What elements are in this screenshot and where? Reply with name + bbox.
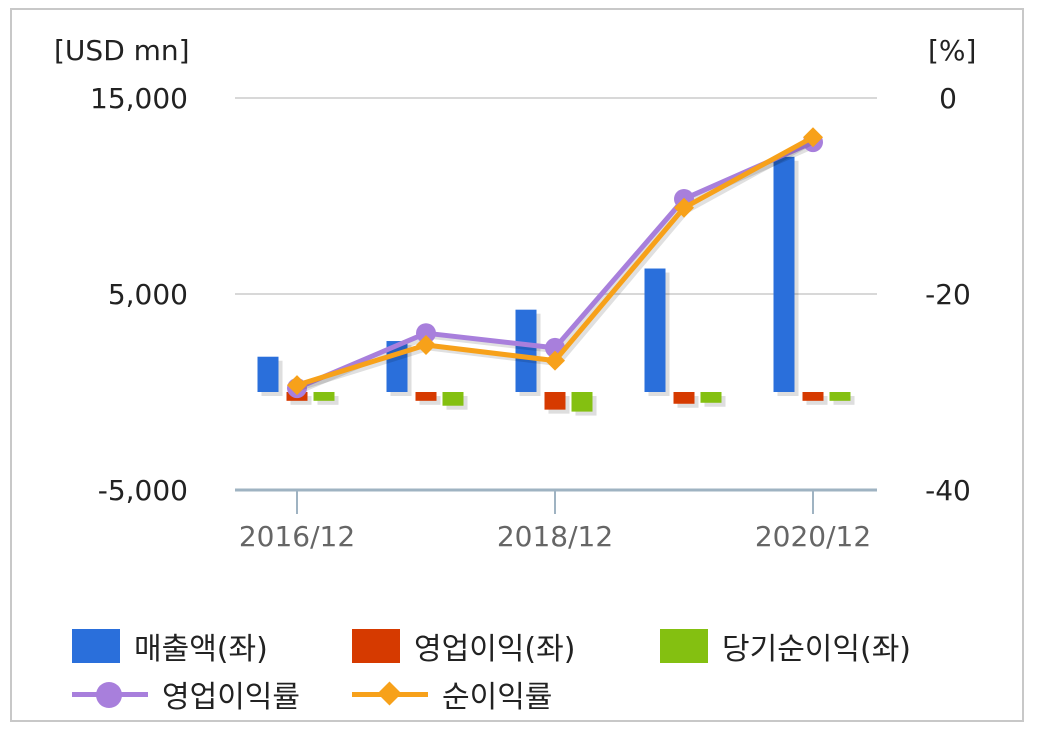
legend-swatch-operating-income — [352, 629, 400, 663]
x-tick-label: 2016/12 — [239, 520, 355, 553]
grid-lines — [235, 97, 877, 514]
left-tick-label: 5,000 — [108, 278, 188, 311]
point-1-1 — [416, 334, 436, 355]
axis-labels: [USD mn] [%] 15,000 5,000 -5,000 0 -20 -40 201… — [54, 34, 976, 553]
bar-0-2 — [515, 309, 537, 392]
bar-1-1 — [415, 392, 437, 401]
bar-2-1 — [442, 392, 464, 406]
bar-1-3 — [673, 392, 695, 404]
lines — [287, 127, 823, 399]
legend-swatch-net-margin — [352, 677, 428, 711]
legend-label-operating-margin: 영업이익률 — [162, 680, 300, 715]
bar-1-2 — [544, 392, 566, 410]
bar-2-0 — [313, 392, 335, 401]
legend-label-operating-income: 영업이익(좌) — [414, 632, 576, 667]
bar-2-3 — [700, 392, 722, 403]
right-tick-label: -40 — [925, 474, 971, 507]
legend-item-net-income: 당기순이익(좌) — [660, 624, 911, 668]
legend-item-operating-margin: 영업이익률 — [72, 672, 352, 716]
legend-label-net-margin: 순이익률 — [442, 680, 553, 715]
legend-row-bars: 매출액(좌) 영업이익(좌) 당기순이익(좌) — [72, 622, 1002, 670]
legend-swatch-operating-margin — [72, 677, 148, 711]
legend-swatch-revenue — [72, 629, 120, 663]
legend-label-revenue: 매출액(좌) — [134, 632, 268, 667]
bar-2-4 — [829, 392, 851, 401]
point-0-1 — [416, 323, 436, 344]
legend-swatch-net-income — [660, 629, 708, 663]
right-axis-unit: [%] — [928, 34, 976, 67]
legend-item-operating-income: 영업이익(좌) — [352, 624, 660, 668]
left-tick-label: -5,000 — [98, 474, 188, 507]
bar-0-4 — [773, 156, 795, 392]
right-tick-label: -20 — [925, 278, 971, 311]
legend-row-lines: 영업이익률 순이익률 — [72, 670, 1002, 718]
x-tick-label: 2018/12 — [497, 520, 613, 553]
left-tick-label: 15,000 — [90, 82, 188, 115]
left-axis-unit: [USD mn] — [54, 34, 190, 67]
chart: [USD mn] [%] 15,000 5,000 -5,000 0 -20 -40 201… — [54, 34, 976, 553]
point-1-3 — [674, 197, 694, 218]
legend-item-revenue: 매출액(좌) — [72, 624, 352, 668]
bars — [257, 156, 855, 416]
point-1-2 — [545, 350, 565, 371]
bar-1-4 — [802, 392, 824, 401]
point-1-4 — [803, 127, 823, 148]
bar-0-3 — [644, 268, 666, 392]
right-tick-label: 0 — [939, 82, 957, 115]
bar-2-2 — [571, 392, 593, 412]
point-1-0 — [287, 375, 307, 396]
legend-item-net-margin: 순이익률 — [352, 672, 552, 716]
legend: 매출액(좌) 영업이익(좌) 당기순이익(좌) 영업이익률 순이익률 — [72, 622, 1002, 718]
legend-label-net-income: 당기순이익(좌) — [722, 632, 912, 667]
x-tick-label: 2020/12 — [755, 520, 871, 553]
bar-0-0 — [257, 356, 279, 392]
